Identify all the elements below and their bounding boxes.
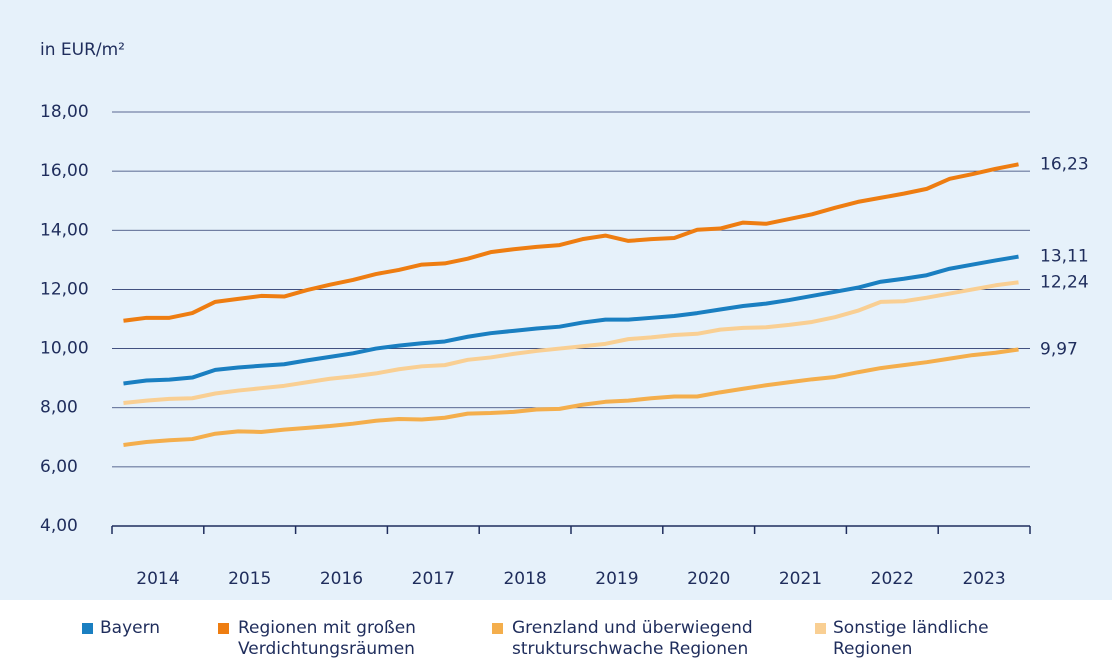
data-label: 9,97 (1040, 339, 1078, 359)
legend-label: Bayern (100, 618, 161, 638)
series-line (123, 254, 1019, 386)
x-tick-label: 2019 (595, 569, 638, 589)
x-tick-label: 2017 (412, 569, 455, 589)
y-tick-label: 6,00 (40, 457, 78, 477)
legend-label: Sonstige ländliche Regionen (833, 618, 989, 659)
data-label: 13,11 (1040, 247, 1089, 267)
chart-background (0, 0, 1112, 600)
x-tick-label: 2015 (228, 569, 271, 589)
series-line (123, 162, 1019, 323)
y-tick-label: 4,00 (40, 516, 78, 536)
legend-swatch (218, 623, 229, 634)
y-tick-label: 16,00 (40, 161, 89, 181)
legend-label: Grenzland und überwiegend strukturschwac… (512, 618, 753, 659)
x-tick-label: 2018 (503, 569, 546, 589)
series-line (123, 280, 1019, 405)
legend-label: Regionen mit großen Verdichtungsräumen (238, 618, 416, 659)
y-tick-label: 10,00 (40, 339, 89, 359)
x-tick-label: 2021 (779, 569, 822, 589)
y-tick-label: 12,00 (40, 279, 89, 299)
legend-swatch (815, 623, 826, 634)
y-tick-label: 14,00 (40, 220, 89, 240)
data-label: 16,23 (1040, 154, 1089, 174)
legend-swatch (82, 623, 93, 634)
legend: Bayern Regionen mit großen Verdichtungsrä… (0, 618, 1112, 669)
x-tick-label: 2023 (962, 569, 1005, 589)
chart: in EUR/m² 4,00 6,00 8,00 10,00 12,00 14,00 16,… (0, 0, 1112, 600)
y-tick-label: 18,00 (40, 102, 89, 122)
x-tick-label: 2016 (320, 569, 363, 589)
data-label: 12,24 (1040, 272, 1089, 292)
x-tick-label: 2020 (687, 569, 730, 589)
y-tick-label: 8,00 (40, 398, 78, 418)
y-axis-label: in EUR/m² (40, 40, 125, 60)
series-line (123, 347, 1019, 447)
x-tick-label: 2022 (871, 569, 914, 589)
x-tick-label: 2014 (136, 569, 179, 589)
legend-swatch (492, 623, 503, 634)
